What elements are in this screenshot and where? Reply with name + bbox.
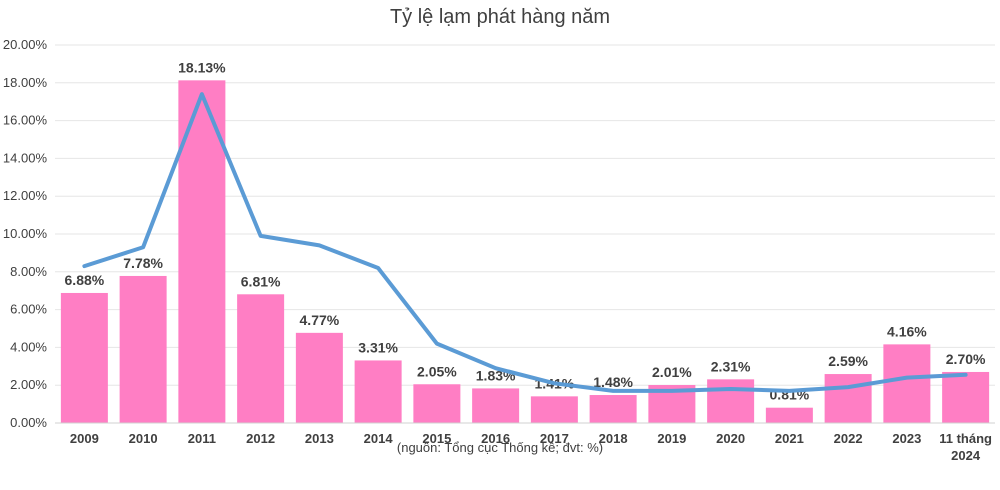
x-tick-label: 2009 bbox=[70, 431, 99, 446]
data-label: 6.88% bbox=[65, 272, 105, 288]
x-tick-label: 2016 bbox=[481, 431, 510, 446]
bar bbox=[237, 294, 285, 423]
data-label: 4.16% bbox=[887, 323, 927, 339]
data-label: 1.48% bbox=[593, 374, 633, 390]
y-tick-label: 2.00% bbox=[10, 377, 47, 392]
x-tick-label: 2017 bbox=[540, 431, 569, 446]
data-label: 4.77% bbox=[300, 312, 340, 328]
y-tick-label: 10.00% bbox=[3, 226, 48, 241]
data-label: 2.70% bbox=[946, 351, 986, 367]
bar bbox=[295, 332, 343, 423]
x-tick-label: 2013 bbox=[305, 431, 334, 446]
x-tick-label: 2022 bbox=[834, 431, 863, 446]
x-tick-label: 2020 bbox=[716, 431, 745, 446]
data-label: 2.59% bbox=[828, 353, 868, 369]
x-tick-label: 2015 bbox=[422, 431, 451, 446]
bar bbox=[707, 379, 755, 423]
x-tick-label: 2023 bbox=[892, 431, 921, 446]
y-tick-label: 4.00% bbox=[10, 339, 47, 354]
y-tick-label: 20.00% bbox=[3, 37, 48, 52]
bar bbox=[354, 360, 402, 423]
bar bbox=[60, 292, 108, 423]
bar bbox=[942, 371, 990, 423]
data-label: 2.31% bbox=[711, 358, 751, 374]
data-label: 7.78% bbox=[123, 255, 163, 271]
y-tick-label: 6.00% bbox=[10, 302, 47, 317]
bar bbox=[883, 344, 931, 423]
x-tick-label: 2014 bbox=[364, 431, 394, 446]
bar bbox=[530, 396, 578, 423]
y-tick-label: 16.00% bbox=[3, 113, 48, 128]
bar bbox=[413, 384, 461, 423]
x-tick-label: 11 tháng 2024 bbox=[939, 431, 992, 463]
data-label: 2.05% bbox=[417, 363, 457, 379]
x-tick-label: 2019 bbox=[657, 431, 686, 446]
x-tick-label: 2010 bbox=[129, 431, 158, 446]
x-tick-label: 2018 bbox=[599, 431, 628, 446]
x-tick-label: 2012 bbox=[246, 431, 275, 446]
bar bbox=[824, 374, 872, 423]
chart-title: Tỷ lệ lạm phát hàng năm bbox=[389, 6, 611, 28]
data-label: 2.01% bbox=[652, 364, 692, 380]
x-tick-label: 2011 bbox=[188, 431, 216, 446]
data-label: 6.81% bbox=[241, 273, 281, 289]
bar bbox=[765, 407, 813, 423]
y-tick-label: 0.00% bbox=[10, 415, 47, 430]
x-tick-label: 2021 bbox=[775, 431, 804, 446]
trend-line bbox=[82, 92, 968, 393]
bar bbox=[472, 388, 520, 423]
bar bbox=[119, 275, 167, 423]
y-tick-label: 12.00% bbox=[3, 188, 48, 203]
chart-source-note: (nguồn: Tổng cục Thống kê; đvt: %) bbox=[396, 440, 604, 455]
data-label: 3.31% bbox=[358, 339, 398, 355]
y-tick-label: 18.00% bbox=[3, 75, 48, 90]
y-tick-label: 8.00% bbox=[10, 264, 47, 279]
y-tick-label: 14.00% bbox=[3, 150, 48, 165]
data-label: 18.13% bbox=[178, 59, 226, 75]
bar bbox=[589, 395, 637, 423]
